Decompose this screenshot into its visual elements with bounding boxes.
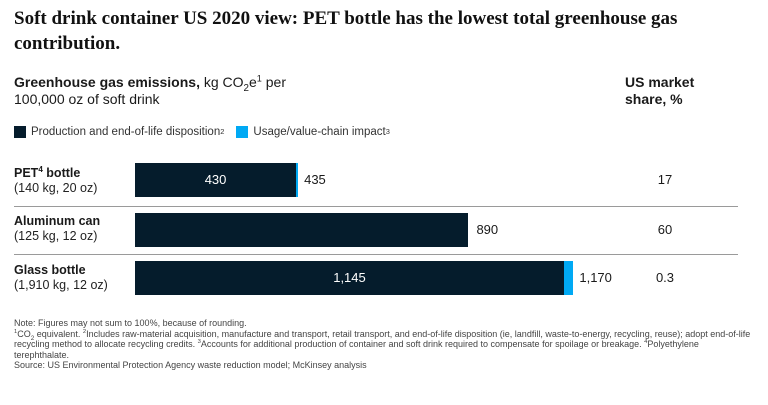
row-label-name: Aluminum can: [14, 214, 134, 229]
fn1-sup: 1: [14, 328, 18, 335]
market-share-value: 17: [657, 172, 673, 187]
market-share-header-line2: share, %: [625, 91, 683, 107]
fn4-sup: 4: [644, 339, 648, 346]
row-label-name: PET4 bottle: [14, 164, 134, 181]
bar-production-label: 1,145: [333, 270, 366, 285]
market-share-header: US market share, %: [625, 74, 745, 108]
bar-production: [135, 213, 469, 247]
footnotes: 1CO2 equivalent. 2Includes raw-material …: [14, 329, 754, 361]
bar-production: [135, 261, 564, 295]
fn3-text: Accounts for additional production of co…: [200, 339, 645, 350]
row-divider: [14, 206, 738, 207]
source-line: Source: US Environmental Protection Agen…: [14, 360, 367, 371]
legend-label-production: Production and end-of-life disposition: [31, 126, 221, 138]
row-label-name: Glass bottle: [14, 263, 134, 278]
subtitle-line2: 100,000 oz of soft drink: [14, 91, 160, 107]
row-label-spec: (125 kg, 12 oz): [14, 229, 98, 243]
bar-production: [135, 163, 297, 197]
chart-title: Soft drink container US 2020 view: PET b…: [14, 8, 678, 54]
row-name-text: Glass bottle: [14, 263, 86, 277]
row-label-spec: (140 kg, 20 oz): [14, 181, 98, 195]
fn1-a: CO: [17, 328, 31, 339]
fn1-sub: 2: [30, 334, 35, 342]
bar-total-label: 1,170: [579, 270, 612, 285]
market-share-value: 0.3: [655, 270, 675, 285]
subtitle-unit-sub: 2: [243, 82, 249, 94]
row-label-spec: (1,910 kg, 12 oz): [14, 278, 108, 292]
row-label: Glass bottle (1,910 kg, 12 oz): [14, 263, 134, 293]
row-label: PET4 bottle (140 kg, 20 oz): [14, 164, 134, 196]
fn2-sup: 2: [82, 328, 87, 335]
row-label: Aluminum can (125 kg, 12 oz): [14, 214, 134, 244]
legend-item-usage: Usage/value-chain impact 3: [236, 126, 390, 138]
legend-swatch-production: [14, 126, 26, 138]
bar-usage: [296, 163, 299, 197]
row-divider: [14, 254, 738, 255]
subtitle-bold: Greenhouse gas emissions,: [14, 74, 200, 90]
legend: Production and end-of-life disposition 2 …: [14, 124, 402, 140]
bar-total-label: 890: [476, 222, 499, 237]
bar-production-label: 430: [204, 172, 227, 187]
bar-total-label: 435: [304, 172, 326, 187]
legend-item-production: Production and end-of-life disposition 2: [14, 126, 224, 138]
row-name-text: Aluminum can: [14, 214, 101, 228]
subtitle-unit-sup: 1: [256, 73, 262, 84]
fn1-b: equivalent.: [34, 328, 83, 339]
market-share-value: 60: [657, 222, 673, 237]
row-name-rest: bottle: [42, 166, 81, 180]
legend-label-usage: Usage/value-chain impact: [253, 126, 386, 138]
row-name-sup: 4: [38, 164, 43, 174]
fn3-sup: 3: [197, 339, 201, 346]
market-share-header-line1: US market: [625, 74, 695, 90]
chart-notes: Note: Figures may not sum to 100%, becau…: [14, 318, 754, 371]
legend-swatch-usage: [236, 126, 249, 138]
fn2-text: Includes raw-material acquisition, manuf…: [14, 328, 751, 350]
subtitle-unit: kg CO: [199, 74, 244, 90]
subtitle-unit-per: per: [261, 74, 286, 90]
bar-usage: [564, 261, 574, 295]
fn4-text: Polyethylene terephthalate.: [14, 339, 699, 360]
chart-subtitle: Greenhouse gas emissions, kg CO2e1 per 1…: [14, 74, 434, 108]
subtitle-unit-e: e: [249, 74, 257, 90]
row-name-text: PET: [14, 166, 39, 180]
note-rounding: Note: Figures may not sum to 100%, becau…: [14, 318, 247, 328]
